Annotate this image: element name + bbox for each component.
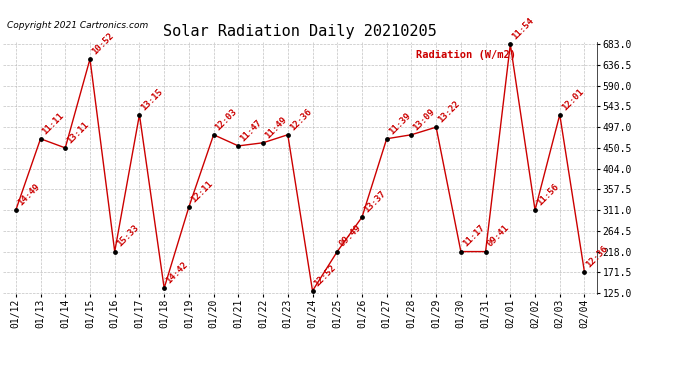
- Text: 15:33: 15:33: [115, 224, 140, 249]
- Text: 09:49: 09:49: [337, 224, 363, 249]
- Text: 12:52: 12:52: [313, 263, 338, 288]
- Text: 11:54: 11:54: [511, 16, 535, 42]
- Text: 11:17: 11:17: [461, 224, 486, 249]
- Text: 12:11: 12:11: [189, 179, 215, 204]
- Text: Radiation (W/m2): Radiation (W/m2): [416, 50, 516, 60]
- Text: 12:36: 12:36: [288, 107, 313, 132]
- Point: [134, 112, 145, 118]
- Point: [35, 136, 46, 142]
- Text: Copyright 2021 Cartronics.com: Copyright 2021 Cartronics.com: [7, 21, 148, 30]
- Point: [357, 214, 368, 220]
- Text: 11:11: 11:11: [41, 111, 66, 136]
- Point: [529, 207, 540, 213]
- Text: 09:41: 09:41: [486, 224, 511, 249]
- Point: [406, 132, 417, 138]
- Text: 13:11: 13:11: [66, 120, 90, 145]
- Point: [381, 136, 392, 142]
- Point: [257, 140, 268, 146]
- Point: [554, 112, 565, 118]
- Text: 10:52: 10:52: [90, 31, 115, 56]
- Point: [109, 249, 120, 255]
- Point: [332, 249, 343, 255]
- Text: 13:22: 13:22: [436, 99, 462, 124]
- Point: [307, 288, 318, 294]
- Point: [208, 132, 219, 138]
- Text: 12:36: 12:36: [584, 244, 610, 270]
- Point: [505, 41, 516, 47]
- Title: Solar Radiation Daily 20210205: Solar Radiation Daily 20210205: [164, 24, 437, 39]
- Point: [10, 207, 21, 213]
- Text: 11:47: 11:47: [238, 118, 264, 143]
- Text: 12:01: 12:01: [560, 87, 585, 112]
- Point: [84, 56, 95, 62]
- Text: 11:39: 11:39: [386, 111, 412, 136]
- Point: [282, 132, 293, 138]
- Point: [455, 249, 466, 255]
- Text: 13:37: 13:37: [362, 189, 387, 214]
- Text: 14:42: 14:42: [164, 260, 190, 285]
- Text: 14:49: 14:49: [16, 182, 41, 207]
- Text: 13:15: 13:15: [139, 87, 165, 112]
- Point: [159, 285, 170, 291]
- Point: [579, 269, 590, 275]
- Text: 11:49: 11:49: [263, 115, 288, 140]
- Point: [184, 204, 195, 210]
- Text: 12:03: 12:03: [214, 107, 239, 132]
- Text: 13:09: 13:09: [411, 107, 437, 132]
- Point: [233, 143, 244, 149]
- Point: [60, 145, 71, 151]
- Point: [480, 249, 491, 255]
- Text: 11:56: 11:56: [535, 182, 560, 207]
- Point: [431, 124, 442, 130]
